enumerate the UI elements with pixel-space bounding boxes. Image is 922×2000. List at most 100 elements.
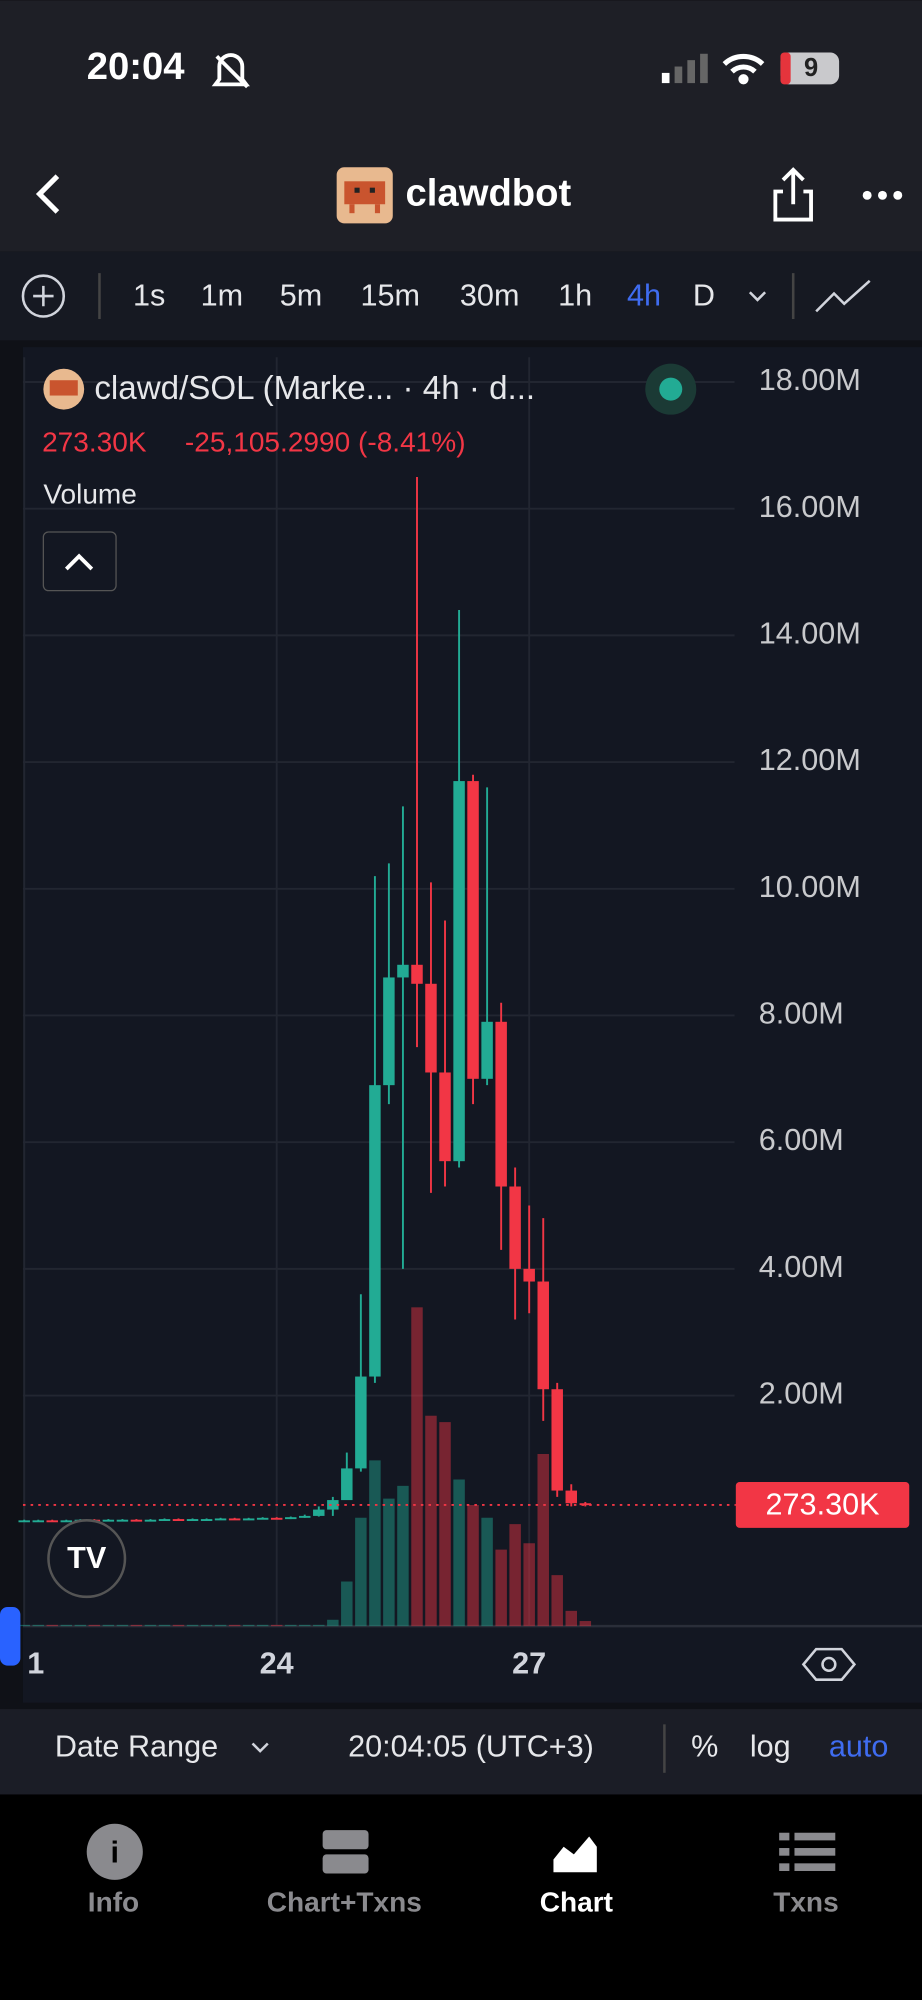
legend-price: 273.30K bbox=[42, 426, 147, 457]
volume-bar bbox=[285, 1624, 297, 1627]
interval-button[interactable]: D bbox=[693, 278, 715, 312]
chart-style-button[interactable] bbox=[815, 279, 871, 313]
more-button[interactable] bbox=[862, 190, 903, 200]
tab-bar bbox=[0, 1794, 922, 2000]
volume-bar bbox=[313, 1624, 325, 1627]
side-tab[interactable] bbox=[0, 1607, 21, 1666]
battery-low bbox=[780, 52, 791, 85]
share-button[interactable] bbox=[773, 167, 813, 222]
log-toggle[interactable]: log bbox=[750, 1730, 791, 1764]
y-tick-label: 12.00M bbox=[759, 743, 861, 777]
battery bbox=[780, 52, 840, 85]
volume-bar bbox=[18, 1624, 30, 1627]
volume-bar bbox=[256, 1624, 269, 1627]
volume-bar bbox=[355, 1517, 367, 1627]
candle-body bbox=[467, 781, 479, 1079]
volume-bar bbox=[551, 1575, 563, 1627]
back-button[interactable] bbox=[35, 174, 60, 214]
volume-bar bbox=[88, 1624, 101, 1627]
volume-bar bbox=[495, 1549, 507, 1627]
candle-body bbox=[270, 1517, 283, 1520]
candle-body bbox=[495, 1021, 507, 1187]
y-tick-label: 10.00M bbox=[759, 870, 861, 904]
candle-body bbox=[537, 1281, 549, 1390]
candle-body bbox=[200, 1519, 213, 1521]
volume-bar bbox=[46, 1624, 58, 1627]
collapse-button[interactable] bbox=[42, 531, 117, 592]
tab[interactable]: Chart+Txns bbox=[267, 1887, 422, 1918]
candle-body bbox=[18, 1520, 30, 1523]
candle-body bbox=[144, 1519, 157, 1522]
candle-body bbox=[579, 1503, 592, 1506]
info-icon: i bbox=[86, 1823, 143, 1880]
page-title: clawdbot bbox=[406, 171, 572, 214]
tab[interactable]: Txns bbox=[773, 1887, 838, 1918]
candle-body bbox=[256, 1517, 269, 1520]
battery-level: 9 bbox=[804, 54, 818, 82]
interval-button[interactable]: 1h bbox=[558, 278, 592, 312]
chart-logo bbox=[43, 368, 85, 410]
volume-bar bbox=[130, 1624, 143, 1627]
interval-button[interactable]: 1m bbox=[201, 278, 244, 312]
candle-body bbox=[46, 1520, 58, 1523]
candle-body bbox=[186, 1519, 199, 1521]
candle-body bbox=[425, 983, 437, 1073]
date-range-button[interactable]: Date Range bbox=[55, 1730, 218, 1764]
candle-body bbox=[214, 1518, 227, 1521]
volume-bar bbox=[579, 1621, 592, 1627]
interval-button[interactable]: 30m bbox=[460, 278, 520, 312]
candle-body bbox=[60, 1520, 73, 1523]
volume-bar bbox=[32, 1624, 45, 1627]
chart-icon bbox=[553, 1836, 597, 1873]
interval-button[interactable]: 4h bbox=[627, 278, 661, 312]
candle-body bbox=[551, 1389, 563, 1491]
auto-toggle[interactable]: auto bbox=[829, 1730, 889, 1764]
tab[interactable]: Info bbox=[88, 1887, 139, 1918]
volume-bar bbox=[341, 1581, 353, 1627]
chart-txns-icon bbox=[322, 1830, 369, 1874]
candle-body bbox=[481, 1021, 493, 1079]
volume-bar bbox=[453, 1479, 465, 1627]
candle-body bbox=[32, 1520, 45, 1523]
candle-body bbox=[453, 781, 465, 1162]
volume-bar bbox=[214, 1624, 227, 1627]
candle-body bbox=[298, 1515, 311, 1518]
volume-bar bbox=[327, 1619, 339, 1627]
status-time: 20:04 bbox=[87, 45, 186, 88]
x-tick-label: 24 bbox=[260, 1647, 294, 1681]
add-indicator[interactable] bbox=[21, 274, 66, 318]
candle-body bbox=[228, 1518, 241, 1521]
volume-bar bbox=[467, 1504, 479, 1627]
interval-button[interactable]: 15m bbox=[360, 278, 420, 312]
interval-dropdown[interactable] bbox=[748, 291, 767, 302]
y-tick-label: 14.00M bbox=[759, 616, 861, 650]
volume-bar bbox=[565, 1610, 578, 1627]
txns-icon bbox=[779, 1832, 836, 1871]
percent-toggle[interactable]: % bbox=[691, 1730, 718, 1764]
volume-bar bbox=[523, 1543, 535, 1627]
svg-text:i: i bbox=[111, 1835, 120, 1869]
volume-bar bbox=[425, 1415, 437, 1627]
y-tick-label: 18.00M bbox=[759, 363, 861, 397]
volume-bar bbox=[369, 1460, 381, 1627]
volume-bar bbox=[144, 1624, 157, 1627]
settings-button[interactable] bbox=[801, 1647, 857, 1681]
volume-bar bbox=[228, 1624, 241, 1627]
volume-bar bbox=[186, 1624, 199, 1627]
live-indicator bbox=[659, 377, 683, 401]
volume-bar bbox=[242, 1624, 255, 1627]
interval-button[interactable]: 1s bbox=[133, 278, 165, 312]
candle-body bbox=[327, 1500, 339, 1510]
volume-bar bbox=[397, 1485, 409, 1627]
volume-bar bbox=[172, 1624, 185, 1627]
tv-logo: TV bbox=[47, 1519, 127, 1599]
signal-icon bbox=[661, 53, 708, 84]
y-tick-label: 2.00M bbox=[759, 1377, 844, 1411]
candle-body bbox=[242, 1518, 255, 1521]
candle-body bbox=[355, 1376, 367, 1469]
tab[interactable]: Chart bbox=[540, 1887, 613, 1918]
last-price-tag bbox=[735, 1481, 910, 1528]
volume-bar bbox=[537, 1453, 549, 1627]
clock: 20:04:05 (UTC+3) bbox=[348, 1730, 594, 1764]
interval-button[interactable]: 5m bbox=[280, 278, 323, 312]
